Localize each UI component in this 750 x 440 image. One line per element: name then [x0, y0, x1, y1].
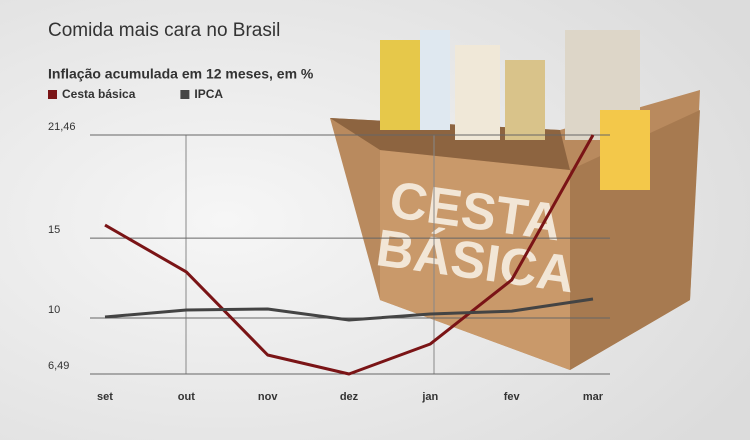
- x-tick-label: fev: [504, 391, 521, 403]
- series-line: [104, 297, 594, 322]
- x-tick-label: out: [178, 391, 195, 403]
- legend-label: Cesta básica: [62, 87, 136, 101]
- chart-subtitle: Inflação acumulada em 12 meses, em %: [48, 66, 314, 82]
- series-line: [104, 134, 595, 376]
- legend-label: IPCA: [194, 87, 223, 101]
- x-tick-label: jan: [421, 391, 438, 403]
- legend-swatch: [180, 90, 190, 99]
- y-tick-label: 21,46: [48, 121, 76, 133]
- y-tick-label: 15: [48, 224, 60, 236]
- legend: Cesta básica IPCA: [48, 87, 223, 101]
- illustration: CESTA BÁSICA: [330, 30, 700, 370]
- legend-swatch: [48, 90, 57, 99]
- x-tick-label: set: [97, 391, 113, 403]
- y-tick-label: 10: [48, 304, 60, 316]
- x-tick-label: dez: [340, 391, 359, 403]
- y-tick-label: 6,49: [48, 360, 69, 372]
- x-tick-label: nov: [258, 391, 278, 403]
- x-tick-label: mar: [583, 391, 604, 403]
- chart-title: Comida mais cara no Brasil: [48, 20, 280, 41]
